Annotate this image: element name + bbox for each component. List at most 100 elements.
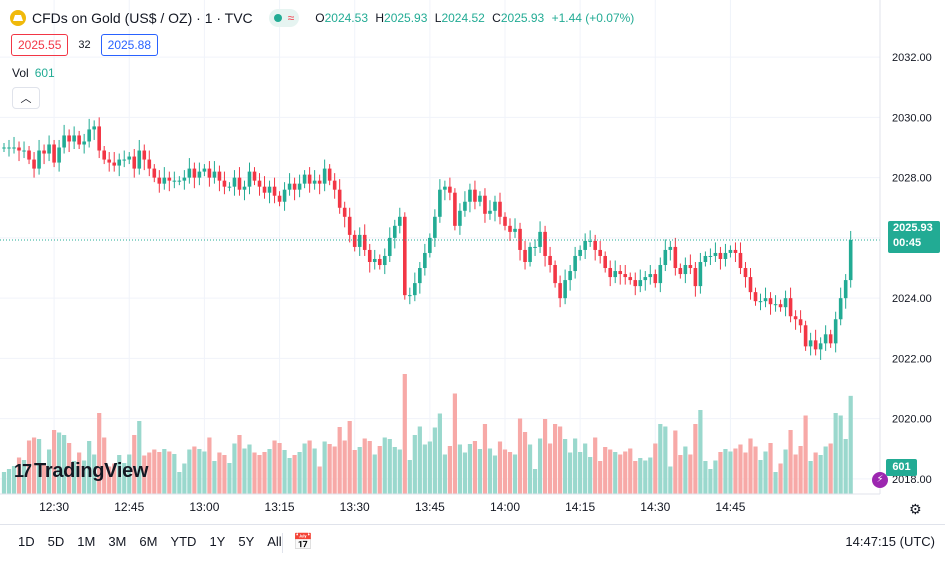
- volume-bar: [733, 448, 738, 494]
- volume-bar: [497, 441, 503, 494]
- y-tick-label: 2020.00: [892, 414, 932, 426]
- candle-body: [408, 295, 412, 297]
- x-tick-label: 12:30: [39, 500, 69, 514]
- volume-bar: [197, 449, 202, 494]
- candle-body: [513, 228, 517, 232]
- time-axis[interactable]: 12:30 12:45 13:00 13:15 13:30 13:45 14:00 14:15…: [0, 493, 880, 514]
- volume-bar: [132, 435, 137, 494]
- volume-bar: [31, 437, 37, 494]
- volume-bar: [97, 413, 102, 494]
- candle-body: [708, 255, 713, 257]
- candle-body: [623, 274, 628, 278]
- bid-ask-row: 2025.55 32 2025.88: [11, 34, 159, 56]
- candle-body: [317, 180, 322, 184]
- volume-bar: [568, 452, 573, 494]
- volume-bar: [36, 439, 42, 494]
- lightning-icon[interactable]: ⚡: [872, 472, 888, 488]
- candle-body: [823, 334, 828, 344]
- volume-bar: [202, 451, 207, 494]
- volume-bar: [367, 441, 372, 494]
- candle-body: [102, 150, 106, 160]
- volume-bar: [537, 438, 543, 494]
- range-tab-5d[interactable]: 5D: [47, 534, 65, 549]
- sell-price-button[interactable]: 2025.55: [11, 34, 69, 56]
- y-tick-label: 2028.00: [892, 173, 932, 185]
- volume-label: Vol: [12, 66, 29, 80]
- range-tab-5y[interactable]: 5Y: [238, 534, 255, 549]
- candle-body: [147, 159, 152, 169]
- candle-body: [718, 252, 723, 259]
- volume-bar: [152, 449, 157, 494]
- candle-body: [473, 189, 477, 202]
- volume-bar: [833, 413, 838, 494]
- candle-body: [448, 186, 452, 193]
- volume-bar: [267, 449, 272, 494]
- price-chart[interactable]: 2032.002030.002028.002026.002024.002022.…: [0, 0, 945, 524]
- volume-bar: [472, 441, 478, 494]
- range-tab-1d[interactable]: 1D: [18, 534, 35, 549]
- volume-bar: [362, 438, 367, 494]
- volume-bar: [347, 421, 352, 494]
- market-status-badge[interactable]: ≈: [268, 9, 300, 27]
- candle-body: [292, 183, 297, 190]
- candle-body: [798, 319, 803, 326]
- candle-body: [543, 231, 547, 256]
- range-tab-1y[interactable]: 1Y: [209, 534, 226, 549]
- volume-bar: [312, 448, 317, 494]
- volume-bar: [172, 454, 177, 494]
- candle-body: [172, 180, 177, 182]
- candle-body: [247, 171, 252, 187]
- volume-bar: [387, 439, 392, 494]
- candle-body: [222, 180, 227, 187]
- candle-body: [327, 168, 332, 181]
- candle-body: [738, 252, 743, 269]
- volume-bar: [432, 427, 437, 494]
- candle-body: [17, 147, 21, 151]
- candle-body: [382, 255, 387, 266]
- range-tab-all[interactable]: All: [267, 534, 282, 549]
- candle-body: [628, 277, 633, 281]
- volume-bar: [1, 472, 7, 494]
- volume-bar: [532, 469, 538, 494]
- range-tab-ytd[interactable]: YTD: [170, 534, 197, 549]
- volume-bar: [317, 466, 322, 494]
- volume-bar: [613, 452, 618, 494]
- volume-bar: [628, 448, 633, 494]
- candle-body: [37, 150, 41, 169]
- candle-body: [277, 195, 282, 202]
- volume-bar: [512, 454, 518, 494]
- candle-body: [302, 174, 307, 184]
- volume-bar: [177, 472, 182, 494]
- volume-bar: [127, 454, 132, 494]
- candle-body: [122, 159, 127, 161]
- gear-icon[interactable]: ⚙: [909, 501, 922, 517]
- volume-bar: [297, 452, 302, 494]
- volume-bar: [573, 438, 578, 494]
- volume-bar: [417, 426, 422, 494]
- volume-bar: [823, 446, 828, 494]
- candle-body: [182, 177, 187, 181]
- volume-bar: [227, 463, 232, 494]
- range-tab-1m[interactable]: 1M: [77, 534, 96, 549]
- range-tab-3m[interactable]: 3M: [108, 534, 127, 549]
- volume-bar: [212, 461, 217, 494]
- tradingview-logo[interactable]: 17 TradingView: [14, 460, 148, 483]
- calendar-icon[interactable]: 📅: [293, 534, 313, 551]
- utc-clock[interactable]: 14:47:15 (UTC): [845, 534, 935, 549]
- volume-bar: [62, 435, 67, 494]
- candle-body: [97, 126, 101, 151]
- volume-bar: [287, 458, 292, 494]
- volume-bar: [517, 418, 523, 494]
- volume-bar: [462, 452, 468, 494]
- candle-body: [162, 177, 167, 184]
- volume-bar: [663, 426, 668, 494]
- candle-body: [483, 195, 487, 214]
- range-tab-6m[interactable]: 6M: [139, 534, 158, 549]
- collapse-legend-button[interactable]: ︿: [12, 87, 40, 109]
- buy-price-button[interactable]: 2025.88: [100, 34, 159, 56]
- volume-bar: [753, 446, 758, 494]
- symbol-title[interactable]: CFDs on Gold (US$ / OZ) · 1 · TVC: [32, 10, 253, 26]
- candle-body: [107, 159, 112, 163]
- volume-bar: [52, 430, 57, 494]
- volume-bar: [768, 443, 773, 494]
